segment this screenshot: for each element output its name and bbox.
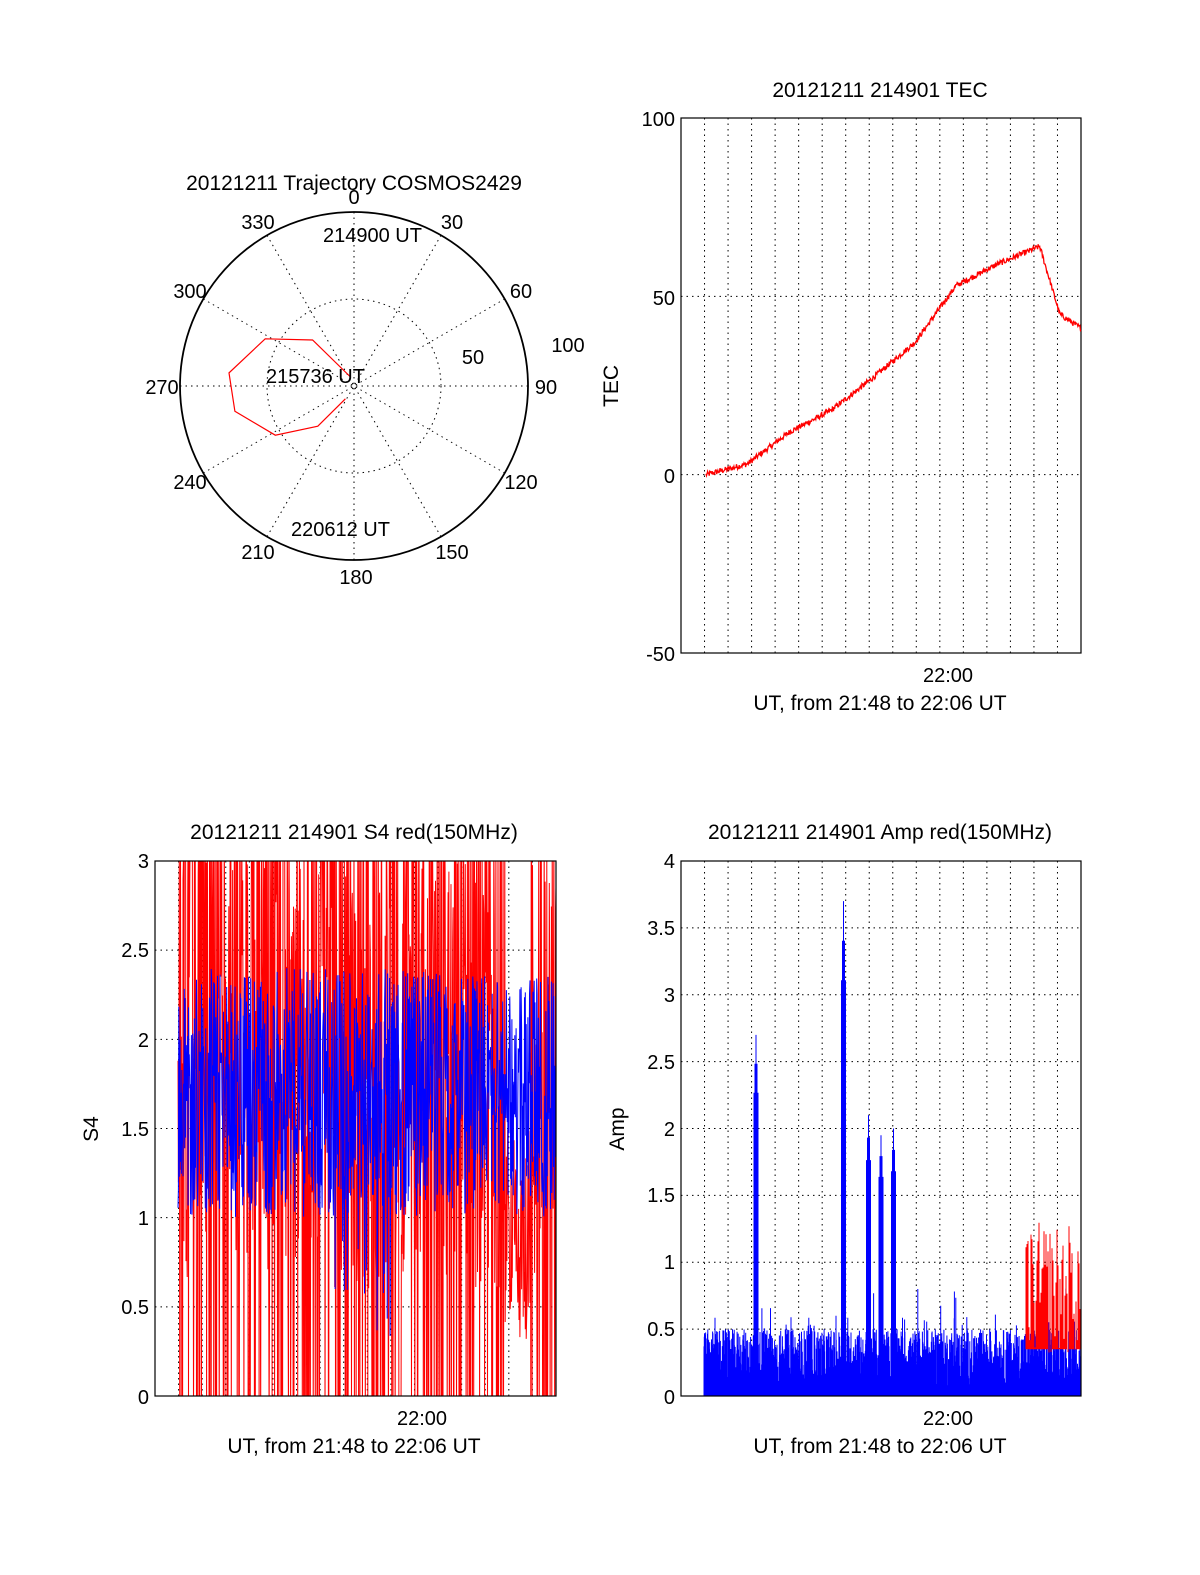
azimuth-label: 150 [435,542,468,564]
azimuth-label: 300 [173,281,206,303]
s4-plot-frame [154,860,557,1397]
azimuth-label: 0 [348,187,359,209]
tec-title: 20121211 214901 TEC [772,79,987,102]
polar-outer-ring [179,211,529,561]
tec-series-line [705,244,1082,478]
amp-ytick: 3.5 [647,918,675,940]
polar-grid [180,212,528,560]
amp-ytick: 2.5 [647,1052,675,1074]
amp-panel: 20121211 214901 Amp red(150MHz) 4 3.5 3 … [606,821,1082,1458]
s4-xtick: 22:00 [397,1408,447,1430]
s4-title: 20121211 214901 S4 red(150MHz) [190,821,518,844]
tec-panel: 20121211 214901 TEC 100 50 0 -50 TEC 22:… [600,79,1082,715]
s4-ylabel: S4 [80,1116,103,1142]
s4-ytick: 3 [138,851,149,873]
tec-ytick: -50 [646,644,675,666]
tec-xtick: 22:00 [923,665,973,687]
amp-ylabel: Amp [606,1107,629,1150]
s4-panel: 20121211 214901 S4 red(150MHz) 3 2.5 2 1… [80,821,557,1458]
amp-xtick: 22:00 [923,1408,973,1430]
tec-ytick: 100 [642,109,675,131]
tec-xlabel: UT, from 21:48 to 22:06 UT [753,692,1006,715]
azimuth-label: 180 [339,567,372,589]
azimuth-label: 330 [241,212,274,234]
s4-xlabel: UT, from 21:48 to 22:06 UT [227,1435,480,1458]
trajectory-end-annotation: 220612 UT [291,519,390,541]
azimuth-label: 90 [535,377,557,399]
trajectory-line [228,338,351,436]
azimuth-label: 270 [145,377,178,399]
tec-plot-frame [680,117,1082,654]
polar-title: 20121211 Trajectory COSMOS2429 [186,172,522,195]
tec-grid [681,118,1081,653]
trajectory-start-annotation: 214900 UT [323,225,422,247]
s4-ytick: 2 [138,1030,149,1052]
s4-ytick: 1.5 [121,1119,149,1141]
azimuth-label: 210 [241,542,274,564]
azimuth-label: 30 [441,212,463,234]
amp-ytick: 3 [664,985,675,1007]
s4-ytick: 1 [138,1208,149,1230]
amp-ytick: 4 [664,851,675,873]
polar-azimuth-labels: 0 30 60 90 120 150 180 210 240 270 300 3… [145,187,557,589]
tec-ytick: 0 [664,466,675,488]
tec-ylabel: TEC [600,365,623,407]
amp-blue-series [703,901,1081,1396]
amp-ytick: 1.5 [647,1185,675,1207]
amp-plot-frame [680,860,1082,1397]
amp-xlabel: UT, from 21:48 to 22:06 UT [753,1435,1006,1458]
amp-red-series [1025,1222,1081,1353]
s4-ytick: 2.5 [121,940,149,962]
radial-label: 100 [551,335,584,357]
azimuth-label: 60 [510,281,532,303]
azimuth-label: 120 [504,472,537,494]
s4-ytick: 0 [138,1387,149,1409]
trajectory-mid-annotation: 215736 UT [266,366,365,388]
amp-ytick: 0 [664,1387,675,1409]
amp-ytick: 1 [664,1252,675,1274]
polar-panel: 20121211 Trajectory COSMOS2429 0 30 60 9… [145,172,584,589]
tec-ytick: 50 [653,288,675,310]
s4-blue-series [177,968,556,1336]
radial-label: 50 [462,347,484,369]
amp-ytick: 2 [664,1119,675,1141]
polar-inner-ring [266,298,442,474]
amp-ytick: 0.5 [647,1319,675,1341]
s4-ytick: 0.5 [121,1297,149,1319]
azimuth-label: 240 [173,472,206,494]
amp-title: 20121211 214901 Amp red(150MHz) [708,821,1052,844]
